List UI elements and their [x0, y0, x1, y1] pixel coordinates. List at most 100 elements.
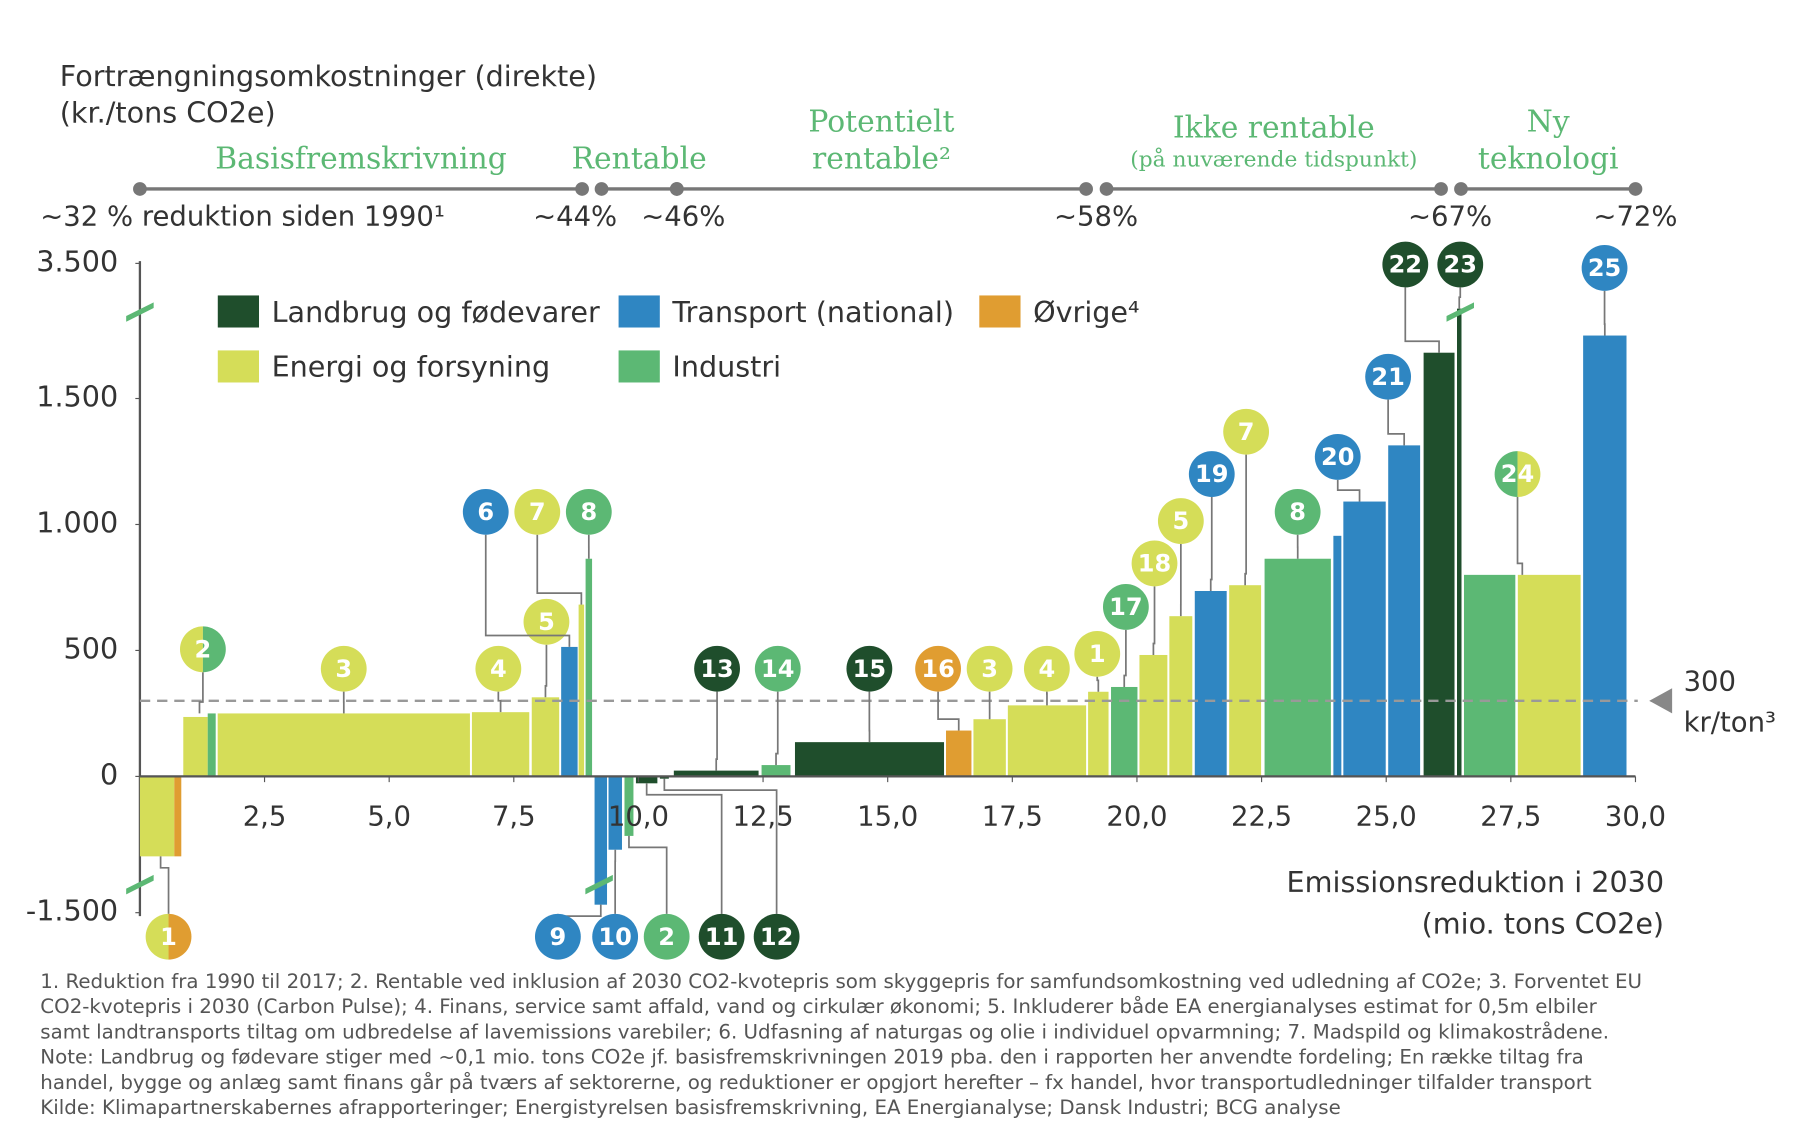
- reference-arrow: [1649, 688, 1673, 714]
- bubble: [565, 488, 612, 535]
- bubble: [643, 913, 690, 960]
- bar: [594, 776, 608, 905]
- connector: [645, 783, 723, 914]
- bar: [1264, 558, 1331, 777]
- bubble: [1223, 408, 1270, 455]
- bubble: [698, 913, 745, 960]
- connector: [1404, 287, 1440, 353]
- timeline-dot: [1628, 182, 1643, 196]
- bubble-label: 3: [981, 655, 998, 683]
- connector: [159, 856, 170, 914]
- timeline-dot: [133, 182, 147, 196]
- x-tick-label: 30,0: [1605, 801, 1666, 833]
- x-tick-label: 12,5: [732, 801, 793, 833]
- x-title: (mio. tons CO2e): [1422, 906, 1664, 940]
- bar: [1583, 335, 1627, 777]
- bubble: [966, 645, 1013, 692]
- footnote: samt landtransports tiltag om udbredelse…: [40, 1020, 1609, 1043]
- bubble: [514, 488, 561, 535]
- axis-break: [126, 302, 154, 322]
- bubble-label: 24: [1501, 460, 1534, 488]
- x-tick-label: 27,5: [1480, 801, 1541, 833]
- timeline-dot: [1454, 182, 1468, 196]
- legend-swatch: [618, 350, 660, 383]
- bubble: [1074, 630, 1121, 677]
- bubble-label: 7: [529, 498, 546, 526]
- bar: [1343, 501, 1386, 777]
- x-tick-label: 7,5: [492, 801, 536, 833]
- connector: [628, 835, 668, 914]
- bar: [1463, 574, 1516, 777]
- x-title: Emissionsreduktion i 2030: [1287, 865, 1665, 899]
- connector: [1336, 479, 1361, 502]
- bar: [1007, 705, 1087, 777]
- footnote: handel, bygge og anlæg samt finans går p…: [40, 1071, 1592, 1094]
- x-tick-label: 5,0: [367, 801, 411, 833]
- bubble: [462, 488, 509, 535]
- connector: [1152, 586, 1156, 655]
- legend-label: Landbrug og fødevarer: [272, 295, 600, 329]
- bar: [1457, 308, 1462, 777]
- bubble: [1314, 434, 1361, 480]
- y-title: (kr./tons CO2e): [60, 96, 276, 130]
- bubble: [1102, 584, 1149, 630]
- x-tick-label: 17,5: [982, 801, 1043, 833]
- axis-break: [1446, 302, 1475, 322]
- bubble-label: 6: [477, 498, 494, 526]
- bar: [635, 776, 658, 784]
- x-tick-label: 2,5: [243, 801, 287, 833]
- bar: [973, 719, 1006, 777]
- bar: [183, 716, 208, 777]
- bar: [1139, 654, 1168, 777]
- bubble-label: 23: [1444, 251, 1477, 279]
- milestone-label: ~58%: [1054, 201, 1138, 233]
- timeline-dot: [669, 182, 684, 196]
- bubble-label: 11: [705, 923, 738, 951]
- bar: [1088, 691, 1109, 777]
- bubble: [846, 645, 893, 692]
- milestone-label: ~72%: [1593, 201, 1677, 233]
- bubble-half: [179, 626, 203, 673]
- bubble: [753, 913, 800, 960]
- reference-label: 300: [1684, 666, 1736, 698]
- timeline-dot: [1099, 182, 1114, 196]
- connector: [1244, 454, 1247, 586]
- bar: [794, 742, 945, 777]
- timeline-dot: [1434, 182, 1448, 196]
- y-tick-label: 0: [100, 757, 118, 791]
- bubble-label: 21: [1371, 363, 1404, 391]
- x-tick-label: 10,0: [608, 801, 669, 833]
- connector: [1387, 399, 1406, 446]
- phase-label: rentable²: [812, 141, 951, 176]
- bubble: [1437, 241, 1484, 288]
- bar: [578, 604, 585, 777]
- connector: [544, 644, 548, 698]
- x-tick-label: 15,0: [857, 801, 918, 833]
- bubble-half: [168, 913, 192, 960]
- connector: [663, 778, 778, 914]
- bubble: [1581, 245, 1628, 291]
- bubble-label: 12: [760, 923, 793, 951]
- bar: [673, 770, 759, 777]
- bubble: [1365, 353, 1412, 400]
- bar: [531, 697, 560, 777]
- bar: [207, 713, 216, 777]
- bubble: [1274, 488, 1321, 535]
- connector: [1096, 676, 1100, 692]
- legend-label: Transport (national): [671, 295, 954, 329]
- bubble: [1157, 498, 1204, 544]
- bubble: [534, 913, 581, 960]
- connector: [775, 691, 779, 766]
- phase-label: teknologi: [1478, 141, 1619, 176]
- bubble: [475, 645, 522, 692]
- connector: [484, 534, 571, 647]
- phase-label: Basisfremskrivning: [215, 141, 507, 176]
- connector: [1209, 496, 1213, 591]
- bubble: [1131, 540, 1178, 587]
- legend-swatch: [217, 295, 260, 328]
- milestone-label: ~46%: [641, 201, 725, 233]
- bubble: [1023, 645, 1070, 692]
- y-tick-label: 1.500: [36, 380, 118, 414]
